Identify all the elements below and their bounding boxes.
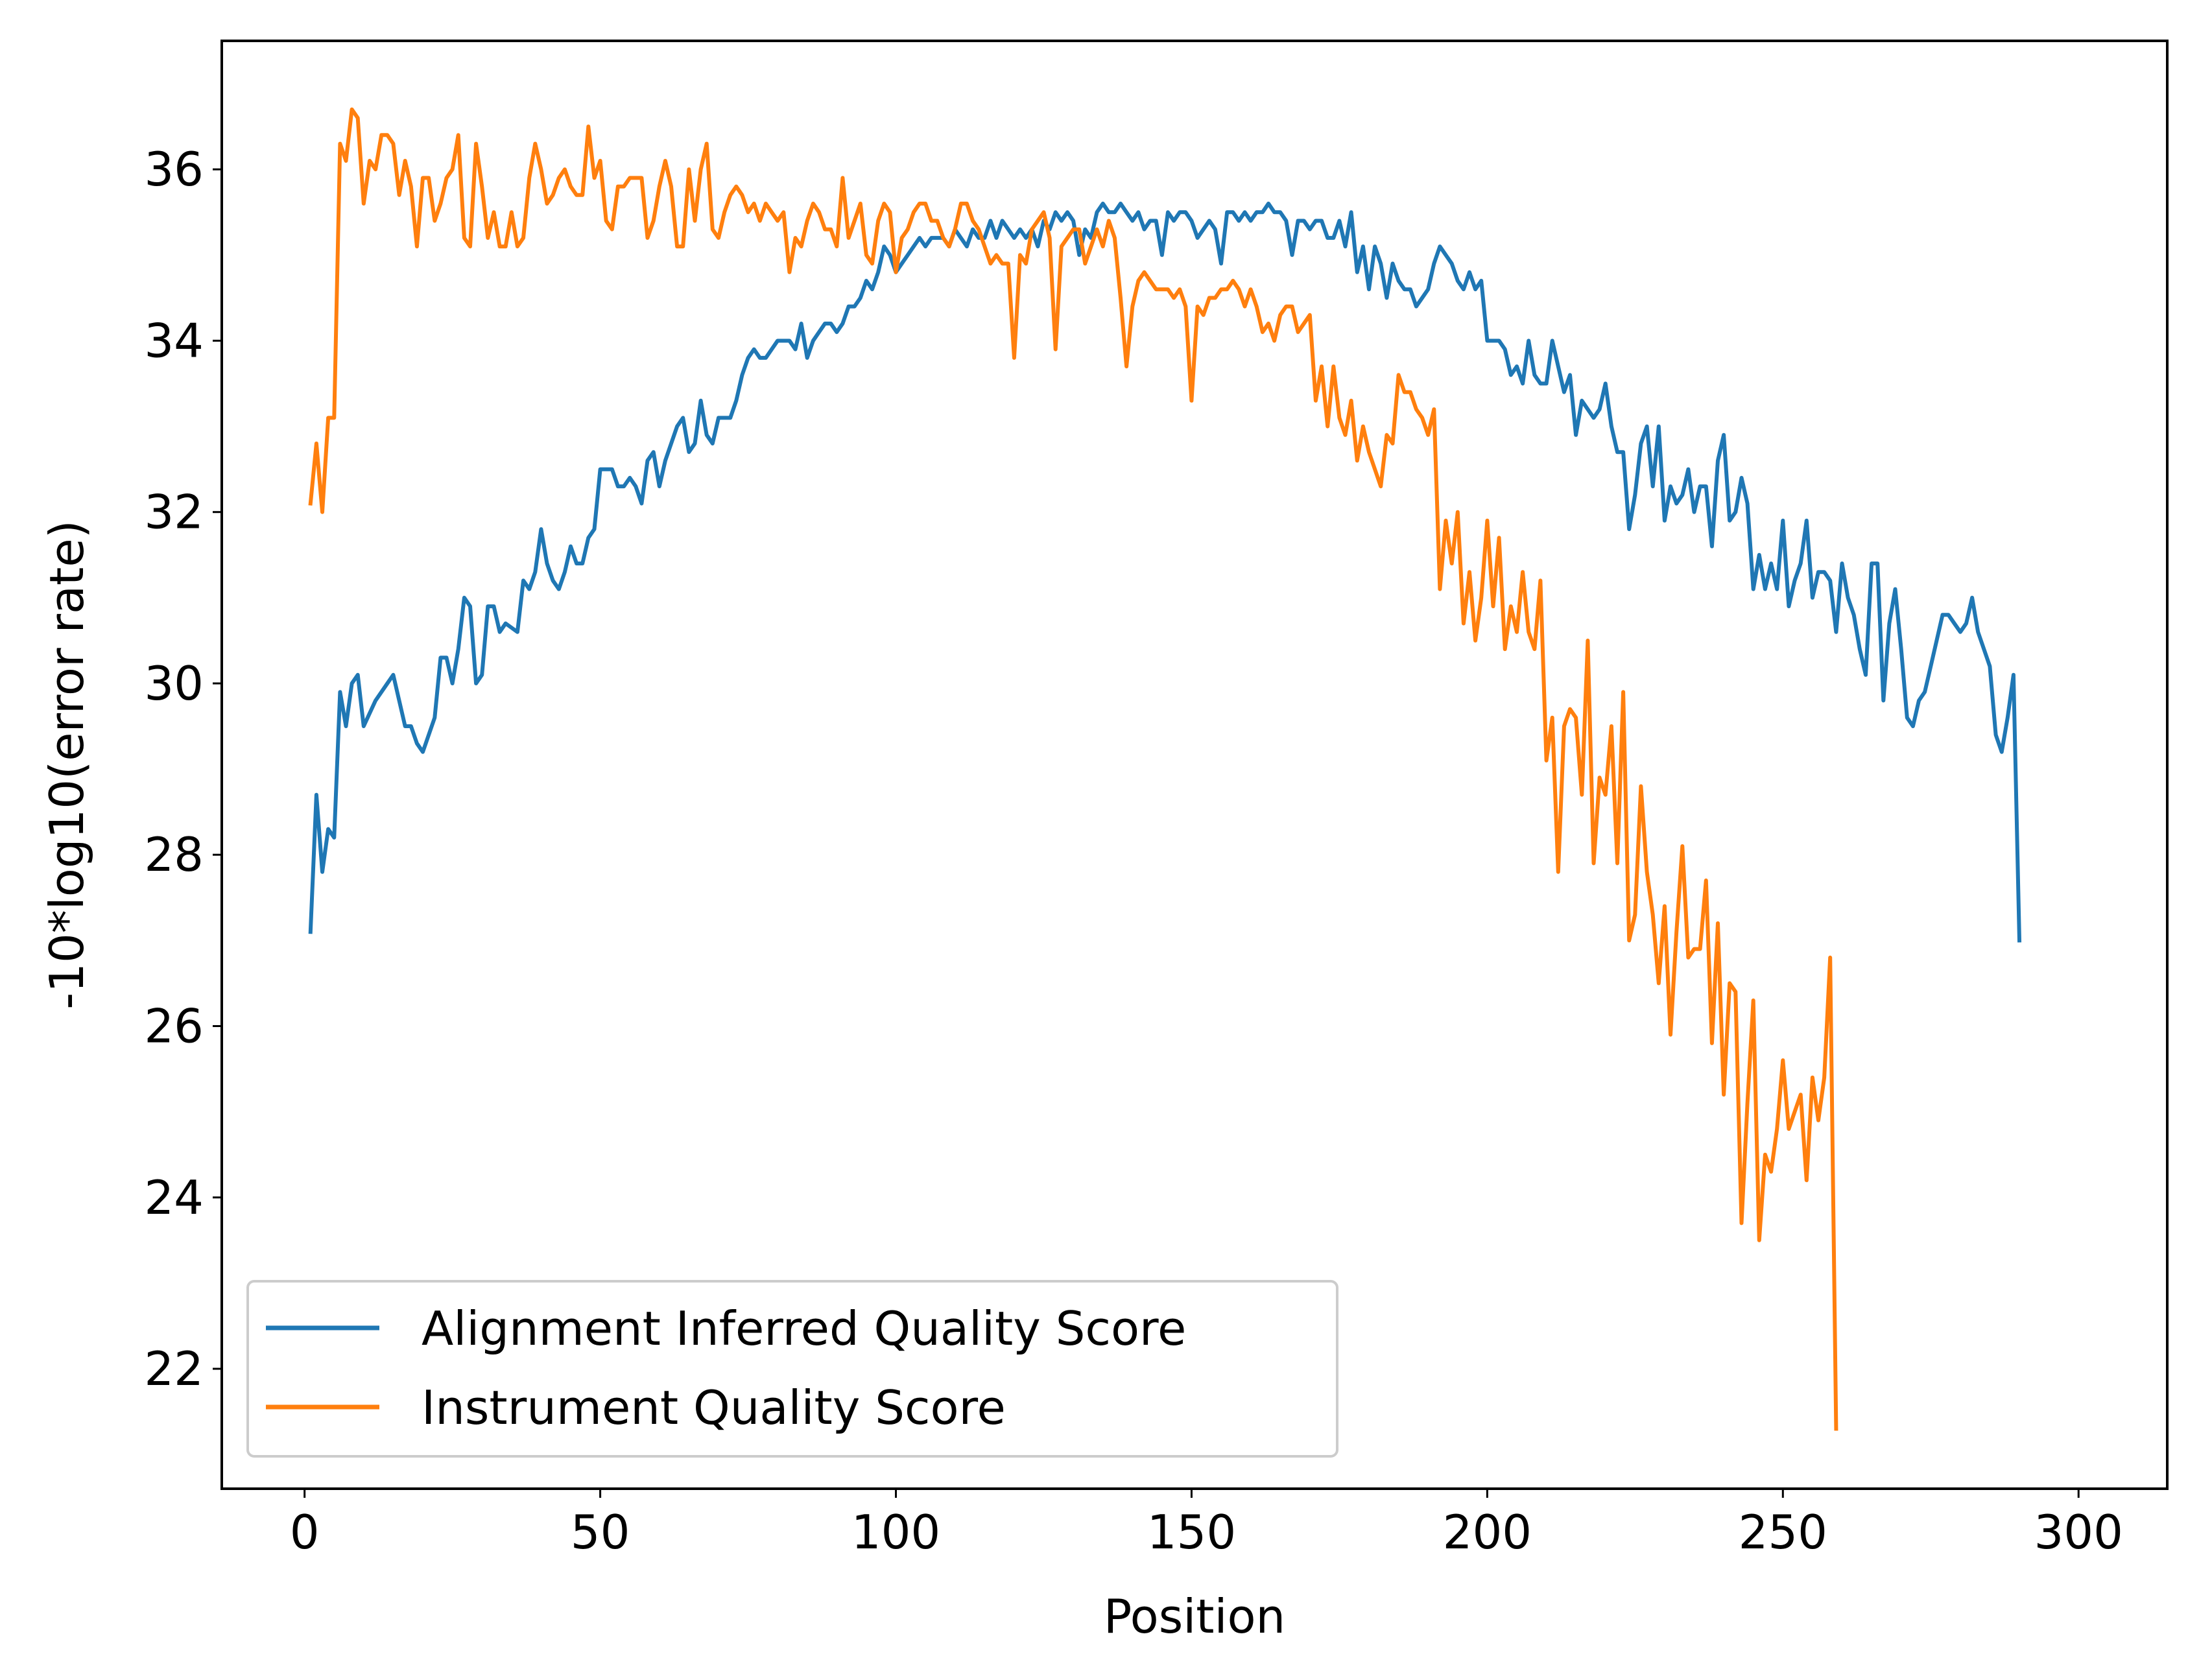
series-lines <box>308 107 2022 1431</box>
y-tick-label: 30 <box>144 656 204 711</box>
y-axis-label: -10*log10(error rate) <box>40 520 94 1010</box>
series-line-2 <box>308 107 1838 1431</box>
x-tick-label: 200 <box>1443 1505 1532 1559</box>
x-tick-label: 0 <box>290 1505 320 1559</box>
y-tick-label: 22 <box>144 1342 204 1396</box>
y-tick-label: 28 <box>144 827 204 882</box>
y-tick-label: 32 <box>144 485 204 539</box>
x-tick-label: 300 <box>2034 1505 2123 1559</box>
x-tick-label: 100 <box>851 1505 940 1559</box>
x-tick-label: 250 <box>1739 1505 1827 1559</box>
x-tick-label: 50 <box>571 1505 630 1559</box>
x-tick-label: 150 <box>1147 1505 1236 1559</box>
x-axis-label: Position <box>1104 1589 1285 1644</box>
y-tick-label: 26 <box>144 999 204 1053</box>
plot-frame <box>220 40 2169 1490</box>
legend: Alignment Inferred Quality Score Instrum… <box>246 1280 1338 1458</box>
y-tick-label: 36 <box>144 142 204 196</box>
y-axis-ticks: 22 24 26 28 30 32 34 36 <box>144 142 222 1396</box>
legend-box <box>246 1280 1338 1458</box>
legend-label-alignment: Alignment Inferred Quality Score <box>422 1301 1186 1356</box>
y-tick-label: 34 <box>144 313 204 368</box>
x-axis-ticks: 0 50 100 150 200 250 300 <box>290 1489 2123 1559</box>
y-tick-label: 24 <box>144 1170 204 1225</box>
legend-label-instrument: Instrument Quality Score <box>422 1380 1006 1435</box>
series-line-1 <box>308 202 2022 943</box>
